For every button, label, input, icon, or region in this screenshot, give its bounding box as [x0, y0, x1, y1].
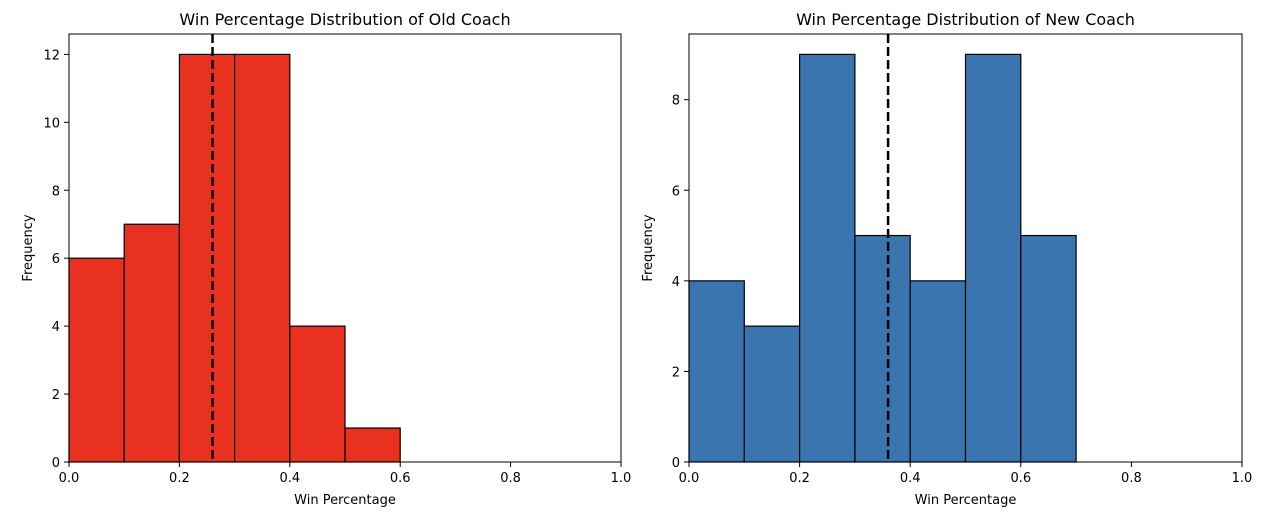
- histogram-bar: [178, 53, 236, 463]
- y-axis-label: Frequency: [641, 214, 656, 281]
- y-tick-label: 4: [672, 275, 680, 290]
- chart-panel-2: 0.0 0.2 0.4 0.6 0.8 1.0 0 2 4 6 8 Win Percentage Di…: [641, 10, 1252, 508]
- x-tick-label: 1.0: [1232, 471, 1253, 486]
- axes-frame: [688, 33, 1243, 463]
- histogram-bar: [798, 53, 856, 463]
- y-tick-label: 12: [43, 48, 60, 63]
- histogram-bar: [344, 427, 401, 463]
- x-tick-label: 0.6: [1010, 471, 1031, 486]
- x-axis-label: Win Percentage: [915, 493, 1017, 508]
- y-tick-label: 0: [52, 456, 60, 471]
- x-tick-label: 0.4: [279, 471, 300, 486]
- histogram-bar: [688, 280, 745, 463]
- histogram-bar: [743, 325, 801, 463]
- histogram-bar: [854, 234, 911, 463]
- histogram-bar: [1020, 234, 1077, 463]
- y-tick-label: 10: [43, 116, 60, 131]
- histogram-bar: [289, 325, 346, 463]
- x-tick-label: 0.6: [390, 471, 411, 486]
- x-tick-label: 0.8: [1121, 471, 1142, 486]
- x-tick-label: 0.4: [900, 471, 921, 486]
- y-tick-label: 2: [52, 388, 60, 403]
- x-tick-label: 0.2: [789, 471, 810, 486]
- x-tick-label: 0.8: [500, 471, 521, 486]
- y-tick-label: 8: [672, 94, 680, 109]
- histogram-bar: [964, 53, 1022, 463]
- x-tick-label: 0.0: [59, 471, 80, 486]
- y-tick-label: 8: [52, 184, 60, 199]
- axes-frame: [68, 33, 622, 463]
- y-tick-label: 0: [672, 456, 680, 471]
- x-tick-label: 1.0: [611, 471, 632, 486]
- chart-title: Win Percentage Distribution of New Coach: [796, 10, 1135, 29]
- x-tick-label: 0.2: [169, 471, 190, 486]
- y-tick-label: 6: [52, 252, 60, 267]
- histogram-bar: [68, 257, 125, 463]
- x-tick-label: 0.0: [679, 471, 700, 486]
- y-tick-label: 2: [672, 365, 680, 380]
- histogram-bar: [123, 223, 180, 463]
- histogram-bar: [234, 53, 291, 463]
- y-axis-label: Frequency: [21, 214, 36, 281]
- chart-panel-1: 0.0 0.2 0.4 0.6 0.8 1.0 0 2 4 6 8 10 12 Win Percentag…: [21, 10, 631, 508]
- y-tick-label: 4: [52, 320, 60, 335]
- x-axis-label: Win Percentage: [294, 493, 396, 508]
- histogram-bar: [909, 280, 967, 463]
- chart-title: Win Percentage Distribution of Old Coach: [179, 10, 510, 29]
- y-tick-label: 6: [672, 184, 680, 199]
